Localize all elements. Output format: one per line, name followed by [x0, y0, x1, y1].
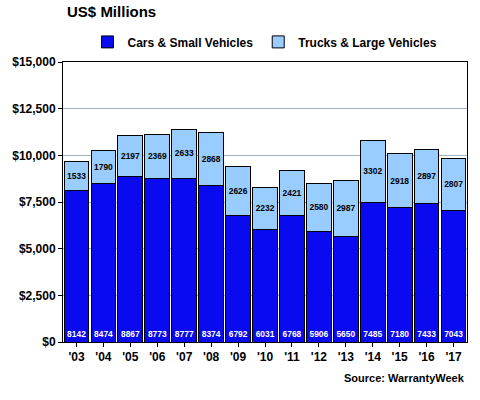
svg-text:$12,500: $12,500 — [12, 102, 56, 116]
svg-text:1790: 1790 — [94, 162, 113, 172]
svg-text:8142: 8142 — [67, 329, 86, 339]
svg-text:2987: 2987 — [336, 203, 355, 213]
svg-text:'06: '06 — [149, 350, 166, 364]
svg-text:'09: '09 — [230, 350, 247, 364]
svg-text:'17: '17 — [445, 350, 462, 364]
svg-text:7433: 7433 — [417, 329, 436, 339]
svg-text:2868: 2868 — [202, 154, 221, 164]
svg-text:8777: 8777 — [175, 329, 194, 339]
svg-text:8474: 8474 — [94, 329, 113, 339]
svg-text:2421: 2421 — [283, 188, 302, 198]
svg-text:Source: WarrantyWeek: Source: WarrantyWeek — [344, 372, 465, 384]
svg-text:6792: 6792 — [229, 329, 248, 339]
svg-text:2232: 2232 — [256, 203, 275, 213]
svg-text:6031: 6031 — [256, 329, 275, 339]
svg-text:3302: 3302 — [363, 166, 382, 176]
svg-text:1533: 1533 — [67, 171, 86, 181]
svg-text:$10,000: $10,000 — [12, 149, 56, 163]
svg-text:'10: '10 — [257, 350, 274, 364]
svg-text:8374: 8374 — [202, 329, 221, 339]
svg-text:'14: '14 — [365, 350, 382, 364]
svg-text:'11: '11 — [284, 350, 300, 364]
svg-text:'07: '07 — [176, 350, 193, 364]
svg-text:'16: '16 — [418, 350, 435, 364]
svg-text:$15,000: $15,000 — [12, 55, 56, 69]
svg-text:Cars & Small Vehicles: Cars & Small Vehicles — [128, 36, 254, 50]
svg-text:2807: 2807 — [444, 179, 463, 189]
svg-text:US$ Millions: US$ Millions — [67, 3, 156, 20]
svg-text:'05: '05 — [122, 350, 139, 364]
svg-text:5906: 5906 — [309, 329, 328, 339]
svg-text:2369: 2369 — [148, 151, 167, 161]
svg-text:7043: 7043 — [444, 329, 463, 339]
svg-text:'03: '03 — [68, 350, 85, 364]
svg-text:7180: 7180 — [390, 329, 409, 339]
svg-text:'13: '13 — [338, 350, 355, 364]
svg-text:2897: 2897 — [417, 171, 436, 181]
svg-text:Trucks & Large Vehicles: Trucks & Large Vehicles — [298, 36, 436, 50]
svg-text:6768: 6768 — [283, 329, 302, 339]
svg-text:2626: 2626 — [229, 186, 248, 196]
svg-text:2580: 2580 — [309, 202, 328, 212]
svg-text:$0: $0 — [42, 335, 56, 349]
svg-text:'08: '08 — [203, 350, 220, 364]
svg-text:$5,000: $5,000 — [19, 242, 56, 256]
svg-text:7485: 7485 — [363, 329, 382, 339]
svg-text:2197: 2197 — [121, 151, 140, 161]
svg-text:2918: 2918 — [390, 176, 409, 186]
svg-text:2633: 2633 — [175, 148, 194, 158]
svg-text:$2,500: $2,500 — [19, 289, 56, 303]
svg-text:'04: '04 — [95, 350, 112, 364]
svg-text:8867: 8867 — [121, 329, 140, 339]
svg-text:8773: 8773 — [148, 329, 167, 339]
svg-text:5650: 5650 — [336, 329, 355, 339]
svg-text:'15: '15 — [392, 350, 409, 364]
svg-text:'12: '12 — [311, 350, 328, 364]
svg-text:$7,500: $7,500 — [19, 195, 56, 209]
